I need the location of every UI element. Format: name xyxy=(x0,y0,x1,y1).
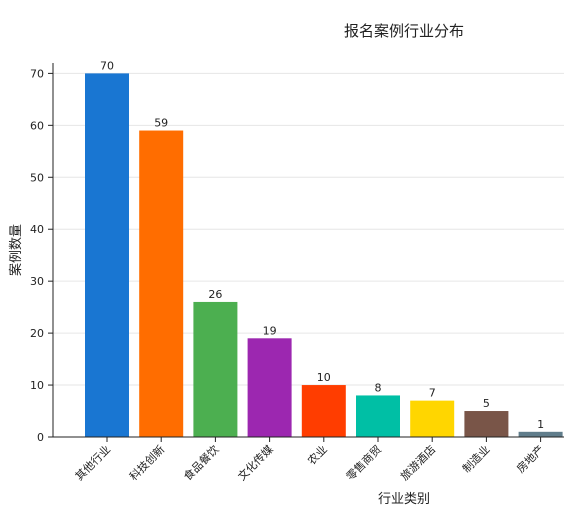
data-labels: 70 59 26 19 10 8 7 5 1 xyxy=(100,59,544,430)
x-tick-label: 农业 xyxy=(304,442,329,467)
y-tick-label: 60 xyxy=(30,119,44,132)
bar xyxy=(85,73,129,437)
bars xyxy=(85,73,563,437)
x-tick-label: 制造业 xyxy=(459,442,492,475)
chart-title: 报名案例行业分布 xyxy=(344,22,464,40)
y-tick-label: 0 xyxy=(37,431,44,444)
x-ticks: 其他行业 科技创新 食品餐饮 文化传媒 农业 零售商贸 旅游酒店 制造业 房地产 xyxy=(73,437,547,483)
bar xyxy=(356,395,400,437)
y-axis-title: 案例数量 xyxy=(9,224,24,276)
bar-value-label: 26 xyxy=(208,288,222,301)
x-tick-label: 房地产 xyxy=(513,442,546,475)
bar-value-label: 8 xyxy=(375,381,382,394)
y-tick-label: 40 xyxy=(30,223,44,236)
x-tick-label: 零售商贸 xyxy=(343,442,384,483)
bar-value-label: 19 xyxy=(263,324,277,337)
y-tick-label: 10 xyxy=(30,379,44,392)
bar xyxy=(518,431,563,437)
x-tick-label: 旅游酒店 xyxy=(397,442,438,483)
x-tick-label: 文化传媒 xyxy=(235,442,276,483)
bar-value-label: 10 xyxy=(317,371,331,384)
bar xyxy=(247,338,292,437)
bar xyxy=(464,411,509,437)
y-tick-label: 50 xyxy=(30,171,44,184)
bar xyxy=(301,385,346,437)
y-tick-label: 30 xyxy=(30,275,44,288)
x-tick-label: 科技创新 xyxy=(126,442,167,483)
bar xyxy=(410,400,455,437)
bar xyxy=(193,301,238,437)
bar-value-label: 1 xyxy=(537,418,544,431)
bar-value-label: 59 xyxy=(154,117,168,130)
axes xyxy=(52,63,564,438)
x-tick-label: 其他行业 xyxy=(73,443,113,483)
bar-value-label: 7 xyxy=(429,387,436,400)
gridlines xyxy=(53,72,564,438)
x-axis-title: 行业类别 xyxy=(378,492,430,507)
y-tick-label: 20 xyxy=(30,327,44,340)
bar-value-label: 70 xyxy=(100,59,114,72)
y-ticks: 0 10 20 30 40 50 60 70 xyxy=(30,67,53,444)
bar-value-label: 5 xyxy=(483,397,490,410)
x-tick-label: 食品餐饮 xyxy=(181,442,222,483)
y-tick-label: 70 xyxy=(30,67,44,80)
bar xyxy=(139,130,184,437)
